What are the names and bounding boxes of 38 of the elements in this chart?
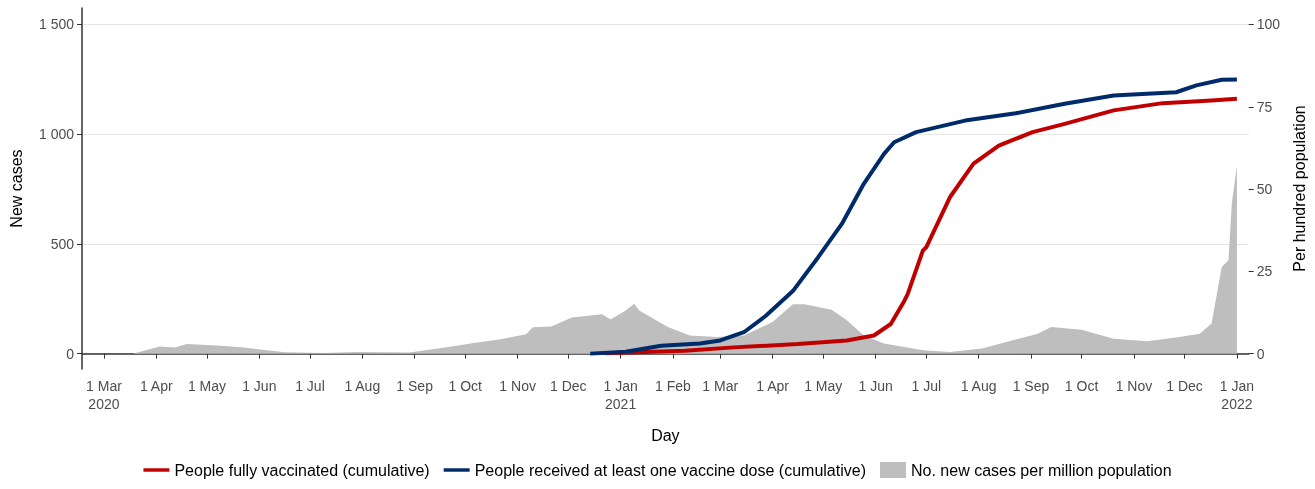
y-tick-label: 0 (66, 345, 75, 362)
y2-tick-label: 25 (1256, 263, 1273, 280)
x-tick-label: 1 Feb (655, 378, 692, 394)
x-tick-label: 1 Nov (1115, 378, 1153, 394)
legend-label: People fully vaccinated (cumulative) (174, 461, 430, 479)
x-tick-label: 1 May (187, 378, 227, 394)
x-tick-label: 1 Jun (858, 378, 893, 394)
y2-tick-label: 100 (1256, 16, 1281, 33)
x-tick-label: 1 May (804, 378, 843, 394)
x-tick-label: 1 Sep (396, 378, 434, 394)
y2-tick-label: 0 (1256, 345, 1265, 362)
x-tick-label: 1 Mar 2020 (86, 378, 123, 412)
y2-axis-title: Per hundred population (1290, 105, 1308, 272)
x-tick-label: 1 Sep (1012, 378, 1050, 394)
x-axis-title: Day (651, 426, 680, 444)
y-tick-label: 1 500 (38, 16, 75, 33)
y-axis-title: New cases (7, 149, 25, 228)
y-tick-label: 1 000 (38, 126, 75, 143)
y2-tick-label: 75 (1256, 98, 1273, 115)
x-tick-label: 1 Aug (960, 378, 997, 394)
x-tick-label: 1 Oct (1064, 378, 1099, 394)
x-tick-label: 1 Jul (295, 378, 325, 394)
x-tick-label: 1 Nov (499, 378, 536, 394)
legend-label: No. new cases per million population (910, 461, 1172, 479)
x-tick-label: 1 Jan 2022 (1219, 378, 1255, 412)
x-tick-label: 1 Apr (139, 378, 173, 394)
x-tick-label: 1 Apr (756, 378, 790, 394)
x-tick-label: 1 Dec (549, 378, 587, 394)
y2-tick-label: 50 (1256, 181, 1273, 198)
x-tick-label: 1 Dec (1166, 378, 1203, 394)
y-tick-label: 500 (50, 235, 75, 252)
x-tick-label: 1 Oct (448, 378, 483, 394)
x-tick-label: 1 Jan 2021 (603, 378, 638, 412)
x-tick-label: 1 Jul (911, 378, 942, 394)
x-tick-label: 1 Jun (242, 378, 277, 394)
x-tick-label: 1 Aug (344, 378, 381, 394)
x-tick-label: 1 Mar (702, 378, 739, 394)
legend-label: People received at least one vaccine dose (cumulative) (474, 461, 866, 479)
